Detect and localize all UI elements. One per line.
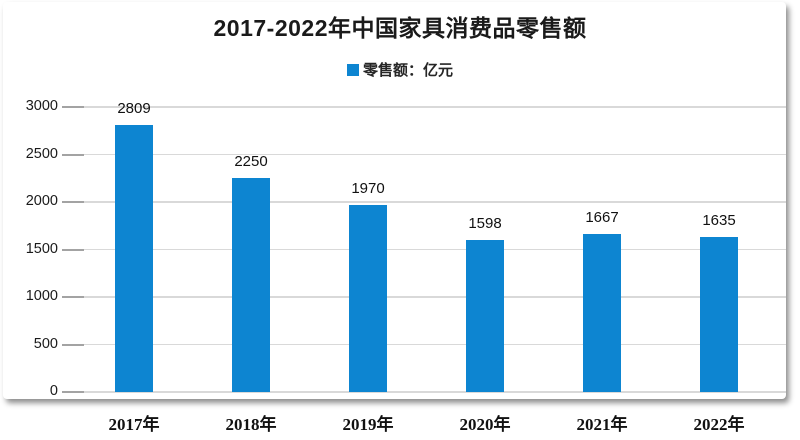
x-axis-label-2019年: 2019年 — [342, 415, 394, 434]
bar-2018年 — [232, 178, 270, 392]
x-axis-label-2020年: 2020年 — [459, 415, 511, 434]
y-axis-label-2000: 2000 — [25, 193, 58, 209]
bar-2019年 — [349, 204, 387, 392]
y-tickmark-500 — [62, 343, 84, 346]
legend-label: 零售额：亿元 — [362, 62, 453, 79]
gridline-3000 — [62, 106, 786, 108]
x-axis-label-2018年: 2018年 — [225, 415, 277, 434]
value-label-2017年: 2809 — [117, 100, 151, 118]
y-tickmark-2000 — [62, 201, 84, 203]
y-axis-label-2500: 2500 — [25, 145, 58, 162]
gridline-2500 — [62, 153, 786, 156]
value-label-2022年: 1635 — [702, 211, 736, 229]
value-label-2018年: 2250 — [234, 153, 268, 171]
legend-color-swatch — [346, 63, 359, 76]
y-axis-label-1500: 1500 — [25, 240, 58, 257]
y-tickmark-3000 — [62, 106, 84, 108]
value-label-2019年: 1970 — [351, 179, 385, 197]
y-tickmark-1000 — [62, 296, 84, 298]
y-axis-label-1000: 1000 — [25, 288, 58, 304]
gridline-1500 — [62, 248, 786, 251]
bar-2020年 — [466, 240, 504, 392]
y-tickmark-0 — [62, 391, 84, 393]
x-axis-label-2017年: 2017年 — [108, 415, 160, 434]
value-label-2020年: 1598 — [468, 215, 502, 233]
legend: 零售额：亿元 — [0, 59, 800, 80]
x-axis-label-2021年: 2021年 — [576, 415, 628, 434]
x-axis-label-2022年: 2022年 — [693, 415, 745, 434]
y-tickmark-1500 — [62, 248, 84, 251]
y-axis-label-0: 0 — [49, 383, 58, 399]
y-axis-label-3000: 3000 — [25, 98, 58, 114]
gridline-500 — [62, 343, 786, 346]
y-axis-label-500: 500 — [33, 335, 58, 352]
gridline-0 — [62, 391, 786, 393]
chart-title: 2017-2022年中国家具消费品零售额 — [213, 15, 587, 41]
gridline-2000 — [62, 201, 786, 203]
value-label-2021年: 1667 — [585, 208, 619, 226]
bar-2022年 — [700, 236, 738, 392]
bar-2017年 — [115, 125, 153, 392]
bar-2021年 — [583, 233, 621, 392]
y-tickmark-2500 — [62, 153, 84, 156]
gridline-1000 — [62, 296, 786, 298]
